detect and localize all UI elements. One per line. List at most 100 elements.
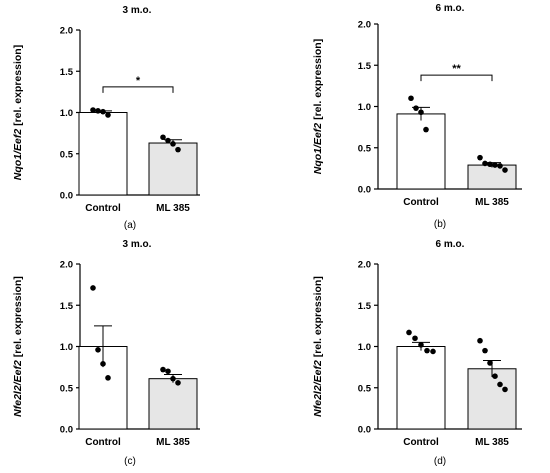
y-axis-label-gene: Nqo1/Eef2 [12,129,24,181]
y-tick-label: 1.0 [358,102,371,113]
panel-label: (c) [124,456,136,467]
y-axis-label-unit: [rel. expression] [12,276,24,360]
significance-marker: ** [452,63,461,75]
bar-ml-385 [467,368,517,430]
panel-d: 6 m.o. Nfe2l2/Eef2 [rel. expression] 0.0 0.… [312,239,522,467]
data-point [497,163,503,169]
data-point [477,337,483,344]
x-tick-label: ML 385 [156,437,190,448]
data-point [430,348,436,355]
chart-title: 6 m.o. [436,3,465,14]
data-point [502,386,508,393]
bar-control [396,346,446,430]
y-axis-label-gene: Nfe2l2/Eef2 [312,360,324,417]
data-point [487,360,493,366]
data-point [502,167,508,173]
data-point [100,361,106,367]
y-tick-label: 0.5 [60,383,74,394]
chart-title: 6 m.o. [436,239,465,250]
y-tick-label: 2.0 [358,20,371,31]
y-tick-label: 1.5 [60,301,74,312]
data-point [95,347,101,353]
data-point [406,329,412,336]
y-axis-label: Nqo1/Eef2 [rel. expression] [12,45,24,180]
data-point [160,366,166,373]
bar-ml-385 [148,378,198,430]
panel-label: (d) [434,456,446,467]
y-tick-label: 0.5 [358,143,372,154]
panel-a: 3 m.o. Nqo1/Eef2 [rel. expression] 0.0 0.5 1… [12,5,200,231]
data-point [165,137,171,144]
y-tick-label: 1.0 [60,108,73,119]
y-tick-label: 2.0 [60,260,73,271]
bar-ml-385 [467,164,517,190]
y-axis-label: Nqo1/Eef2 [rel. expression] [312,39,324,174]
significance-bracket [102,86,174,93]
data-point [482,160,488,167]
y-tick-label: 1.0 [60,342,73,353]
data-point [175,146,181,153]
y-tick-label: 0.0 [60,425,73,436]
panel-label: (b) [434,219,446,230]
x-tick-label: Control [85,437,121,448]
data-point [497,381,503,388]
y-axis-label-gene: Nfe2l2/Eef2 [12,360,24,417]
data-point [95,108,101,114]
y-tick-label: 0.5 [60,149,74,160]
panel-c: 3 m.o. Nfe2l2/Eef2 [rel. expression] 0.0 0.… [12,239,200,467]
x-tick-label: ML 385 [475,197,509,208]
y-axis-label-unit: [rel. expression] [312,276,324,360]
data-point [170,375,176,382]
data-point [487,161,493,168]
data-point [408,95,414,102]
significance-bracket [420,74,493,82]
data-point [492,373,498,380]
data-point [90,107,96,113]
y-tick-label: 0.5 [358,383,372,394]
panel-label: (a) [124,220,136,231]
x-tick-label: ML 385 [475,437,509,448]
y-axis-label: Nfe2l2/Eef2 [rel. expression] [12,276,24,417]
data-point [105,375,111,381]
x-tick-label: Control [403,437,439,448]
data-point [423,126,429,133]
data-point [418,109,424,116]
bar-control [78,112,128,196]
data-point [90,285,96,291]
data-point [418,342,424,348]
y-tick-label: 0.0 [60,191,73,202]
panel-b: 6 m.o. Nqo1/Eef2 [rel. expression] 0.0 0.5 1… [312,3,522,230]
chart-title: 3 m.o. [123,5,152,16]
y-tick-label: 0.0 [358,185,371,196]
data-point [492,162,498,168]
data-point [175,380,181,386]
y-axis-label-unit: [rel. expression] [12,45,24,129]
y-tick-label: 0.0 [358,425,371,436]
y-tick-label: 1.0 [358,342,371,353]
data-point [170,141,176,147]
y-tick-label: 2.0 [60,26,73,37]
data-point [160,134,166,141]
data-point [424,347,430,354]
y-axis-label: Nfe2l2/Eef2 [rel. expression] [312,276,324,417]
data-point [482,347,488,354]
y-tick-label: 1.5 [358,61,372,72]
data-point [413,105,419,111]
data-point [165,368,171,375]
y-tick-label: 1.5 [60,67,74,78]
significance-marker: * [136,75,141,87]
data-point [412,335,418,342]
x-tick-label: Control [85,203,121,214]
bar-ml-385 [148,142,198,196]
data-point [100,108,106,115]
y-tick-label: 2.0 [358,260,371,271]
x-tick-label: Control [403,197,439,208]
bar-control [396,113,446,190]
y-axis-label-unit: [rel. expression] [312,39,324,123]
data-point [477,154,483,161]
y-axis-label-gene: Nqo1/Eef2 [312,123,324,175]
chart-title: 3 m.o. [123,239,152,250]
data-point [105,112,111,118]
y-tick-label: 1.5 [358,301,372,312]
